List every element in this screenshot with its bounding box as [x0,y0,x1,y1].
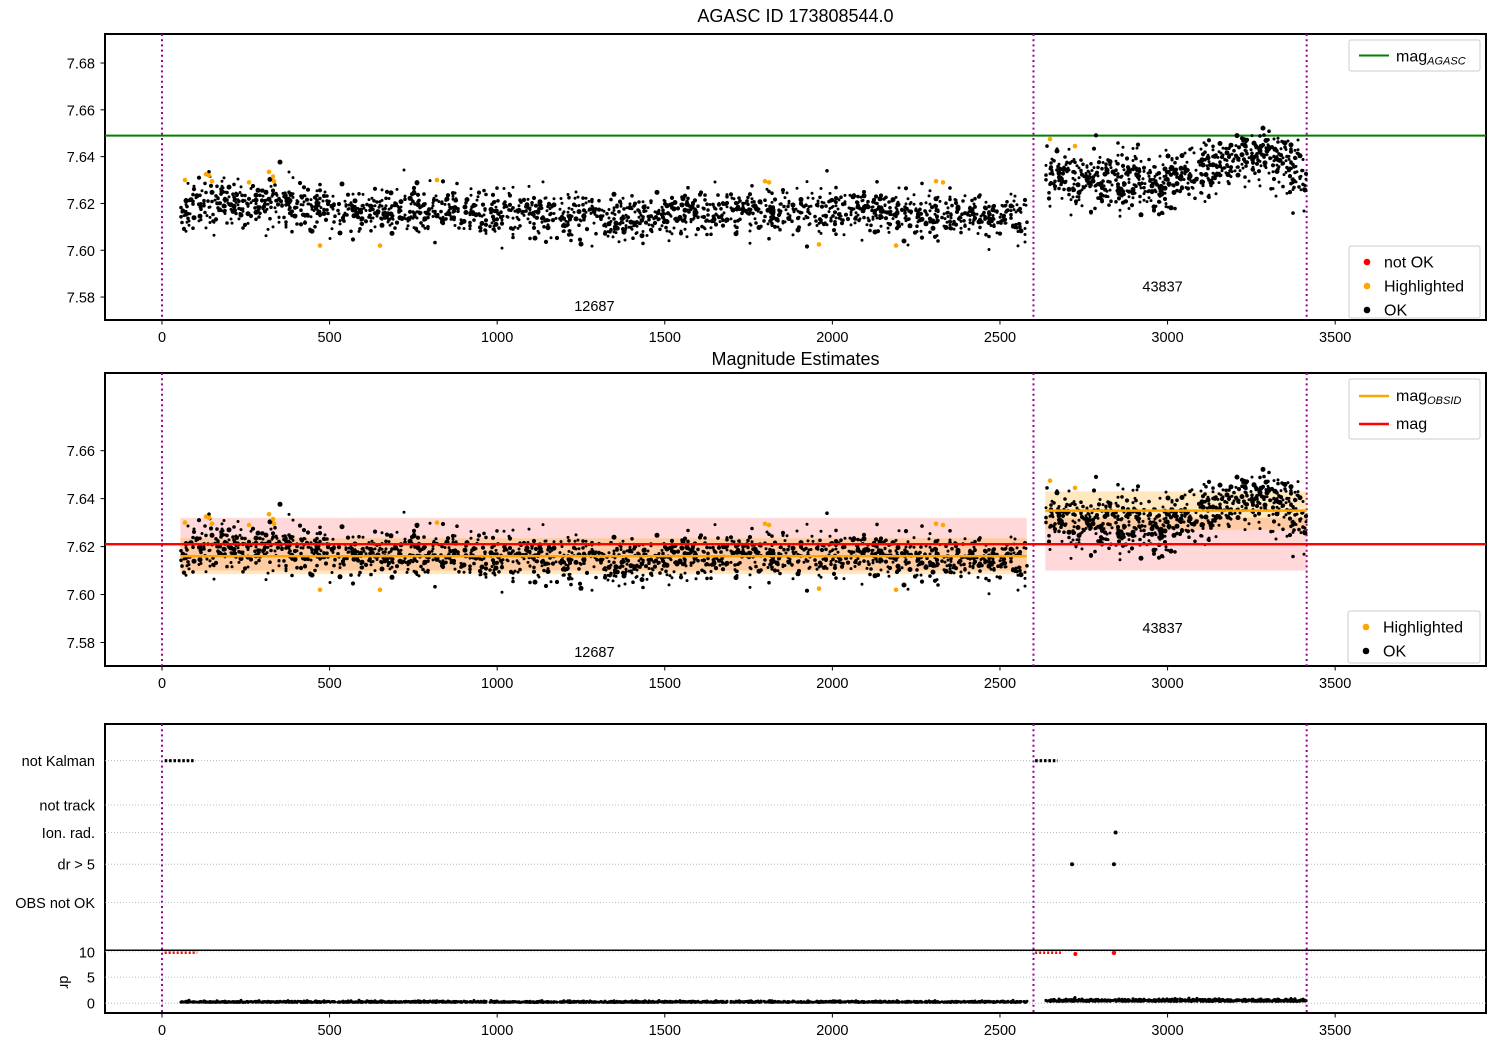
svg-text:3500: 3500 [1319,330,1351,346]
svg-text:1000: 1000 [481,330,513,346]
svg-text:OK: OK [1384,303,1407,320]
svg-text:7.62: 7.62 [67,197,95,213]
svg-text:2000: 2000 [816,330,848,346]
svg-text:500: 500 [317,330,341,346]
svg-text:0: 0 [158,330,166,346]
svg-text:7.68: 7.68 [67,57,95,73]
svg-text:7.66: 7.66 [67,103,95,119]
svg-text:not OK: not OK [1384,255,1434,272]
svg-text:3000: 3000 [1151,330,1183,346]
svg-text:Highlighted: Highlighted [1384,279,1464,296]
svg-text:12687: 12687 [574,299,614,315]
svg-text:7.64: 7.64 [67,150,95,166]
svg-text:7.60: 7.60 [67,244,95,260]
svg-text:43837: 43837 [1142,280,1182,296]
svg-text:AGASC ID 173808544.0: AGASC ID 173808544.0 [697,6,893,26]
svg-text:1500: 1500 [649,330,681,346]
svg-text:2500: 2500 [984,330,1016,346]
svg-text:7.58: 7.58 [67,291,95,307]
